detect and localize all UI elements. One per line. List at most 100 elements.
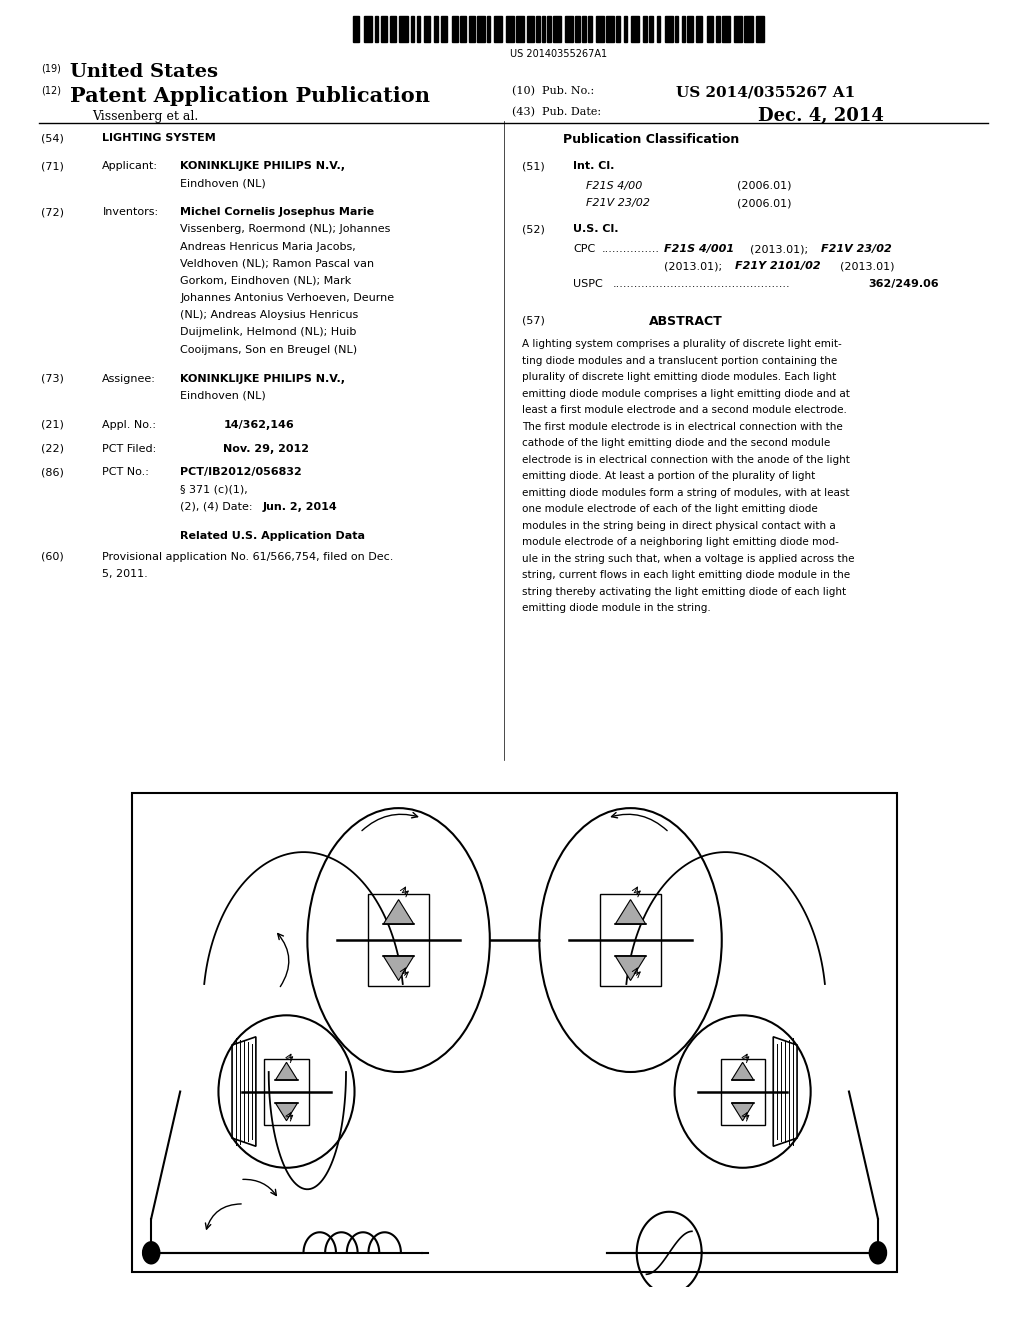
Text: ABSTRACT: ABSTRACT — [649, 315, 723, 329]
Text: Veldhoven (NL); Ramon Pascal van: Veldhoven (NL); Ramon Pascal van — [180, 259, 375, 269]
Text: (54): (54) — [41, 133, 63, 144]
Text: (73): (73) — [41, 374, 63, 384]
Text: emitting diode module in the string.: emitting diode module in the string. — [522, 603, 711, 614]
Bar — [364, 16, 372, 42]
Text: Provisional application No. 61/566,754, filed on Dec.: Provisional application No. 61/566,754, … — [102, 552, 394, 562]
Text: 14/362,146: 14/362,146 — [223, 420, 294, 430]
Text: (22): (22) — [41, 444, 63, 454]
Text: (2006.01): (2006.01) — [737, 181, 792, 191]
Text: emitting diode modules form a string of modules, with at least: emitting diode modules form a string of … — [522, 487, 850, 498]
Bar — [424, 16, 430, 42]
Text: Eindhoven (NL): Eindhoven (NL) — [180, 178, 266, 189]
Bar — [565, 16, 573, 42]
Text: (57): (57) — [522, 315, 545, 326]
Bar — [631, 16, 639, 42]
Bar — [469, 16, 475, 42]
Text: Vissenberg, Roermond (NL); Johannes: Vissenberg, Roermond (NL); Johannes — [180, 224, 390, 235]
Text: Cooijmans, Son en Breugel (NL): Cooijmans, Son en Breugel (NL) — [180, 345, 357, 355]
Bar — [487, 16, 490, 42]
Polygon shape — [275, 1063, 298, 1080]
Polygon shape — [731, 1104, 754, 1121]
Bar — [264, 1059, 308, 1125]
Text: one module electrode of each of the light emitting diode: one module electrode of each of the ligh… — [522, 504, 818, 515]
Text: The first module electrode is in electrical connection with the: The first module electrode is in electri… — [522, 421, 843, 432]
Text: module electrode of a neighboring light emitting diode mod-: module electrode of a neighboring light … — [522, 537, 839, 548]
Text: CPC: CPC — [573, 244, 596, 255]
Bar — [452, 16, 458, 42]
Text: Vissenberg et al.: Vissenberg et al. — [92, 110, 199, 123]
Bar — [707, 16, 713, 42]
Bar — [390, 16, 396, 42]
Bar — [375, 16, 378, 42]
Text: (19): (19) — [41, 63, 60, 74]
Text: (51): (51) — [522, 161, 545, 172]
Bar — [606, 16, 614, 42]
Text: (NL); Andreas Aloysius Henricus: (NL); Andreas Aloysius Henricus — [180, 310, 358, 321]
Polygon shape — [615, 900, 646, 924]
Text: (12): (12) — [41, 86, 61, 96]
Polygon shape — [383, 900, 414, 924]
Text: Inventors:: Inventors: — [102, 207, 159, 218]
Text: string, current flows in each light emitting diode module in the: string, current flows in each light emit… — [522, 570, 850, 581]
Bar — [722, 16, 730, 42]
Text: F21S 4/00: F21S 4/00 — [586, 181, 642, 191]
Bar — [368, 895, 429, 986]
Text: (2013.01): (2013.01) — [840, 261, 894, 272]
Text: electrode is in electrical connection with the anode of the light: electrode is in electrical connection wi… — [522, 454, 850, 465]
Text: ule in the string such that, when a voltage is applied across the: ule in the string such that, when a volt… — [522, 553, 855, 564]
Text: (43)  Pub. Date:: (43) Pub. Date: — [512, 107, 601, 117]
Text: Int. Cl.: Int. Cl. — [573, 161, 614, 172]
Bar — [716, 16, 720, 42]
Bar — [417, 16, 420, 42]
Text: (2006.01): (2006.01) — [737, 198, 792, 209]
Bar — [696, 16, 702, 42]
Bar — [411, 16, 414, 42]
Text: United States: United States — [70, 63, 218, 82]
Bar — [434, 16, 438, 42]
Bar — [527, 16, 534, 42]
Bar — [582, 16, 586, 42]
Text: F21Y 2101/02: F21Y 2101/02 — [735, 261, 821, 272]
Bar — [353, 16, 359, 42]
Text: Duijmelink, Helmond (NL); Huib: Duijmelink, Helmond (NL); Huib — [180, 327, 356, 338]
Text: A lighting system comprises a plurality of discrete light emit-: A lighting system comprises a plurality … — [522, 339, 842, 350]
Text: (72): (72) — [41, 207, 63, 218]
Bar — [596, 16, 604, 42]
Bar — [381, 16, 387, 42]
Text: KONINKLIJKE PHILIPS N.V.,: KONINKLIJKE PHILIPS N.V., — [180, 374, 345, 384]
Text: LIGHTING SYSTEM: LIGHTING SYSTEM — [102, 133, 216, 144]
Circle shape — [868, 1241, 887, 1265]
Text: Related U.S. Application Data: Related U.S. Application Data — [180, 531, 366, 541]
Text: KONINKLIJKE PHILIPS N.V.,: KONINKLIJKE PHILIPS N.V., — [180, 161, 345, 172]
Text: modules in the string being in direct physical contact with a: modules in the string being in direct ph… — [522, 520, 836, 531]
Text: ting diode modules and a translucent portion containing the: ting diode modules and a translucent por… — [522, 356, 838, 366]
Polygon shape — [731, 1063, 754, 1080]
Polygon shape — [275, 1104, 298, 1121]
Text: Andreas Henricus Maria Jacobs,: Andreas Henricus Maria Jacobs, — [180, 242, 356, 252]
Text: PCT No.:: PCT No.: — [102, 467, 150, 478]
Bar — [542, 16, 545, 42]
Text: .................................................: ........................................… — [612, 279, 790, 289]
Text: F21V 23/02: F21V 23/02 — [821, 244, 892, 255]
Bar — [494, 16, 502, 42]
Text: plurality of discrete light emitting diode modules. Each light: plurality of discrete light emitting dio… — [522, 372, 837, 383]
Bar — [665, 16, 673, 42]
Text: U.S. Cl.: U.S. Cl. — [573, 224, 618, 235]
Bar — [575, 16, 580, 42]
Text: PCT Filed:: PCT Filed: — [102, 444, 157, 454]
Text: (2013.01);: (2013.01); — [664, 261, 722, 272]
Text: PCT/IB2012/056832: PCT/IB2012/056832 — [180, 467, 302, 478]
Text: Appl. No.:: Appl. No.: — [102, 420, 157, 430]
Text: 5, 2011.: 5, 2011. — [102, 569, 148, 579]
Text: Dec. 4, 2014: Dec. 4, 2014 — [758, 107, 884, 125]
Text: Jun. 2, 2014: Jun. 2, 2014 — [262, 502, 337, 512]
Text: § 371 (c)(1),: § 371 (c)(1), — [180, 484, 248, 495]
Text: Gorkom, Eindhoven (NL); Mark: Gorkom, Eindhoven (NL); Mark — [180, 276, 351, 286]
Circle shape — [142, 1241, 161, 1265]
Bar — [399, 16, 408, 42]
Text: (2), (4) Date:: (2), (4) Date: — [180, 502, 253, 512]
Bar — [441, 16, 447, 42]
Text: US 2014/0355267 A1: US 2014/0355267 A1 — [676, 86, 855, 100]
Text: (2013.01);: (2013.01); — [750, 244, 808, 255]
Bar — [756, 16, 764, 42]
